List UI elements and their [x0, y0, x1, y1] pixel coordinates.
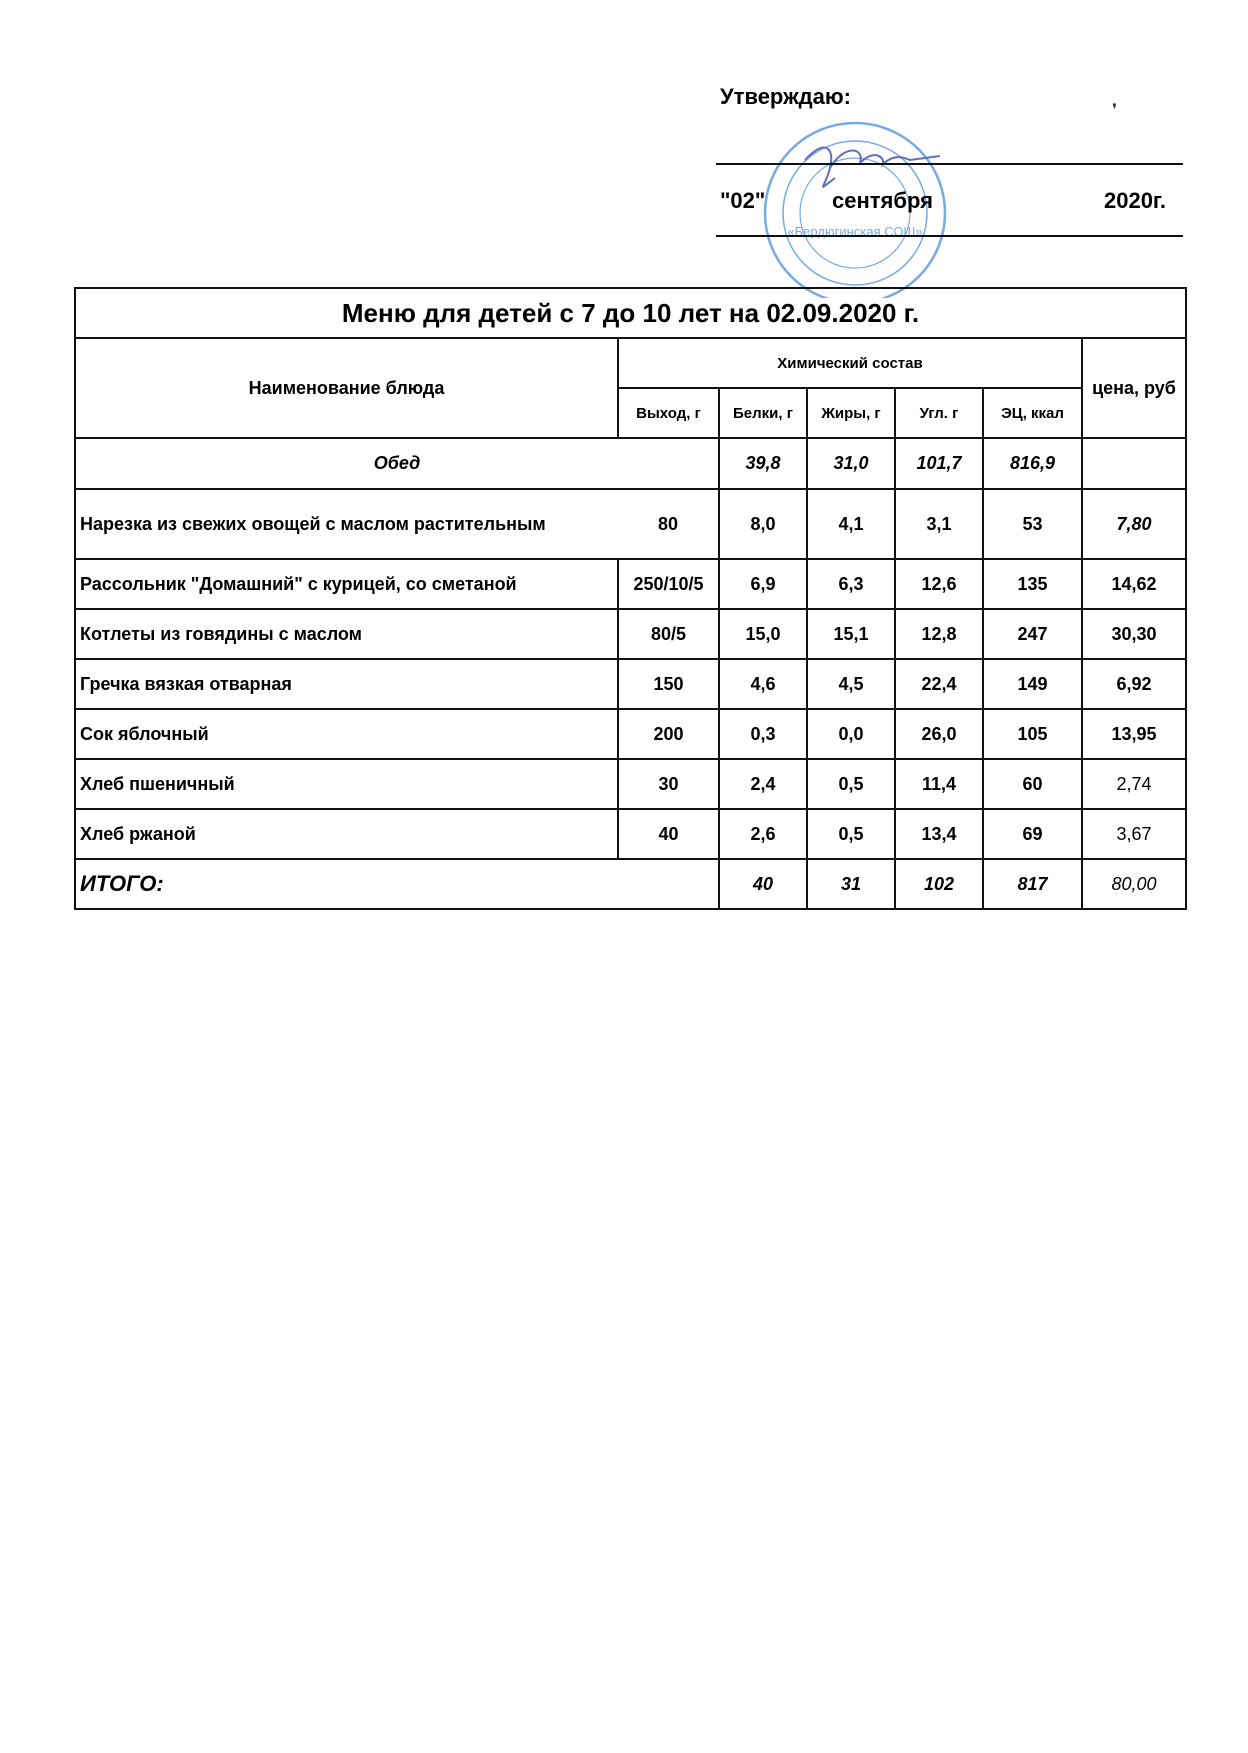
section-carb: 101,7: [894, 437, 984, 490]
dish-price: 14,62: [1080, 558, 1188, 610]
dish-protein: 4,6: [718, 658, 808, 710]
dish-energy: 69: [982, 808, 1083, 860]
dish-name: Котлеты из говядины с маслом: [74, 608, 619, 660]
dish-name: Хлеб пшеничный: [74, 758, 619, 810]
table-row: Сок яблочный 200 0,3 0,0 26,0 105 13,95: [74, 708, 1188, 760]
date-month: сентября: [832, 188, 933, 213]
menu-title: Меню для детей с 7 до 10 лет на 02.09.20…: [73, 287, 1188, 339]
dish-name: Гречка вязкая отварная: [74, 658, 619, 710]
table-row: Котлеты из говядины с маслом 80/5 15,0 1…: [74, 608, 1188, 660]
menu-table: Меню для детей с 7 до 10 лет на 02.09.20…: [73, 287, 1188, 910]
dish-fat: 0,5: [806, 758, 896, 810]
dish-energy: 53: [982, 488, 1083, 560]
header-carb: Угл. г: [894, 387, 984, 439]
dish-price: 2,74: [1080, 758, 1188, 810]
dish-energy: 247: [982, 608, 1083, 660]
total-label: ИТОГО:: [74, 858, 720, 910]
dish-energy: 149: [982, 658, 1083, 710]
dish-price: 7,80: [1080, 488, 1188, 560]
dish-yield: 150: [617, 658, 720, 710]
dish-fat: 6,3: [806, 558, 896, 610]
header-protein: Белки, г: [718, 387, 808, 439]
dish-price: 30,30: [1080, 608, 1188, 660]
total-carb: 102: [894, 858, 984, 910]
dish-carb: 22,4: [894, 658, 984, 710]
table-row: Рассольник "Домашний" с курицей, со смет…: [74, 558, 1188, 610]
section-row: Обед 39,8 31,0 101,7 816,9: [74, 437, 1188, 490]
dish-fat: 0,5: [806, 808, 896, 860]
scan-speck: ❜: [1112, 102, 1118, 119]
header-chem: Химический состав: [617, 337, 1083, 389]
signature-icon: [804, 146, 941, 188]
date-year: 2020г.: [1103, 188, 1166, 213]
dish-protein: 15,0: [718, 608, 808, 660]
dish-yield: 30: [617, 758, 720, 810]
header-fat: Жиры, г: [806, 387, 896, 439]
table-row: Хлеб пшеничный 30 2,4 0,5 11,4 60 2,74: [74, 758, 1188, 810]
dish-protein: 6,9: [718, 558, 808, 610]
dish-carb: 12,6: [894, 558, 984, 610]
header-name: Наименование блюда: [74, 337, 619, 439]
total-protein: 40: [718, 858, 808, 910]
total-row: ИТОГО: 40 31 102 817 80,00: [74, 858, 1188, 910]
dish-carb: 26,0: [894, 708, 984, 760]
total-price: 80,00: [1080, 858, 1188, 910]
date-line: [716, 235, 1183, 237]
dish-energy: 105: [982, 708, 1083, 760]
header-energy: ЭЦ, ккал: [982, 387, 1083, 439]
dish-protein: 8,0: [718, 488, 808, 560]
dish-yield: 250/10/5: [617, 558, 720, 610]
dish-fat: 4,1: [806, 488, 896, 560]
table-row: Хлеб ржаной 40 2,6 0,5 13,4 69 3,67: [74, 808, 1188, 860]
table-row: Нарезка из свежих овощей с маслом растит…: [74, 488, 1188, 560]
dish-price: 3,67: [1080, 808, 1188, 860]
dish-carb: 3,1: [894, 488, 984, 560]
dish-energy: 135: [982, 558, 1083, 610]
dish-name: Рассольник "Домашний" с курицей, со смет…: [74, 558, 619, 610]
dish-protein: 0,3: [718, 708, 808, 760]
dish-protein: 2,4: [718, 758, 808, 810]
dish-fat: 0,0: [806, 708, 896, 760]
dish-yield: 80/5: [617, 608, 720, 660]
dish-price: 13,95: [1080, 708, 1188, 760]
section-price: [1080, 437, 1188, 490]
table-row: Гречка вязкая отварная 150 4,6 4,5 22,4 …: [74, 658, 1188, 710]
section-protein: 39,8: [718, 437, 808, 490]
dish-carb: 11,4: [894, 758, 984, 810]
dish-yield: 40: [617, 808, 720, 860]
header-price: цена, руб: [1080, 337, 1188, 439]
approval-label: Утверждаю:: [720, 84, 851, 109]
dish-fat: 15,1: [806, 608, 896, 660]
signature-line: [716, 163, 1183, 165]
dish-carb: 12,8: [894, 608, 984, 660]
date-day: "02": [720, 188, 766, 213]
section-name: Обед: [74, 437, 720, 490]
dish-yield: 200: [617, 708, 720, 760]
dish-price: 6,92: [1080, 658, 1188, 710]
dish-protein: 2,6: [718, 808, 808, 860]
dish-name: Сок яблочный: [74, 708, 619, 760]
header-yield: Выход, г: [617, 387, 720, 439]
total-fat: 31: [806, 858, 896, 910]
section-fat: 31,0: [806, 437, 896, 490]
dish-yield: 80: [618, 488, 720, 560]
dish-fat: 4,5: [806, 658, 896, 710]
dish-energy: 60: [982, 758, 1083, 810]
dish-name: Хлеб ржаной: [74, 808, 619, 860]
dish-carb: 13,4: [894, 808, 984, 860]
section-energy: 816,9: [982, 437, 1083, 490]
total-energy: 817: [982, 858, 1083, 910]
dish-name: Нарезка из свежих овощей с маслом растит…: [74, 488, 618, 560]
